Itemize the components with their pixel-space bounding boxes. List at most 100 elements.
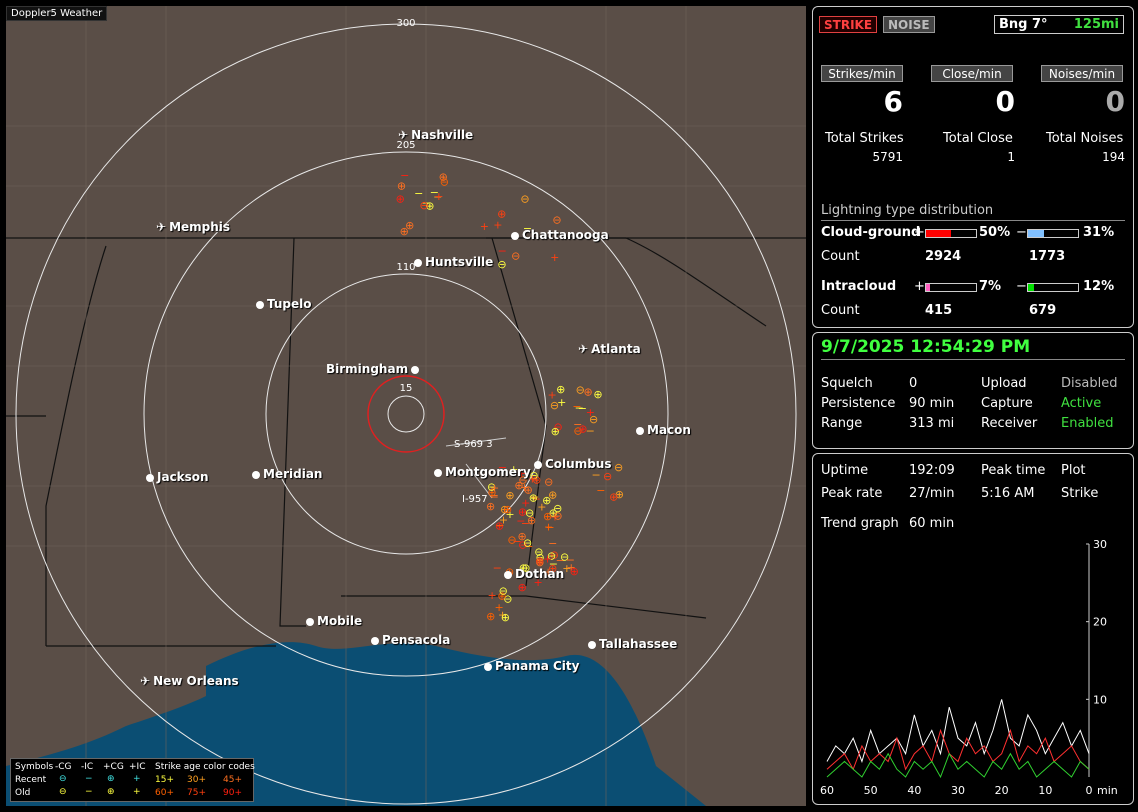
strike-marker: −	[414, 187, 423, 200]
trend-series-line	[826, 699, 1090, 764]
strike-marker: ⊖	[511, 250, 520, 263]
ic-pos-sign: +	[914, 279, 925, 294]
upload-label: Upload	[981, 376, 1027, 391]
trend-chart: 30 20 10 60 50 40 30 20 10 0 min	[820, 538, 1118, 797]
pos-ic-recent-icon: +	[133, 774, 141, 784]
close-min-value: 0	[995, 85, 1015, 118]
city-label: Birmingham	[326, 362, 409, 376]
pos-ic-old-icon: +	[133, 787, 141, 797]
strike-marker: −	[400, 169, 409, 182]
city-label: Meridian	[263, 467, 323, 481]
strike-marker: −	[532, 492, 541, 505]
cg-pos-count: 2924	[925, 249, 962, 264]
city-dot-icon	[306, 618, 314, 626]
strike-marker: −	[498, 461, 507, 474]
strike-marker: ⊕	[514, 479, 523, 492]
strike-marker: ⊕	[518, 505, 527, 518]
strike-marker: ⊖	[544, 475, 553, 488]
noises-min-button[interactable]: Noises/min	[1041, 65, 1123, 82]
cg-pos-sign: +	[914, 225, 925, 240]
city-label: Tupelo	[267, 297, 312, 311]
strike-marker: ⊖	[560, 551, 569, 564]
trend-lines	[826, 699, 1090, 779]
trend-series-line	[826, 752, 1090, 779]
neg-cg-old-icon: ⊖	[59, 787, 67, 797]
strike-marker: −	[495, 519, 504, 532]
city-dot-icon	[411, 366, 420, 374]
strike-marker: +	[550, 251, 559, 264]
close-min-button[interactable]: Close/min	[931, 65, 1013, 82]
cg-pos-bar	[925, 229, 977, 238]
station-label-i957: I-957	[462, 494, 488, 505]
strike-marker: +	[495, 601, 504, 614]
strike-marker: +	[537, 500, 546, 513]
strike-marker: +	[517, 467, 526, 480]
strike-marker: +	[586, 406, 595, 419]
plot-value[interactable]: Strike	[1061, 486, 1099, 501]
strike-marker: +	[533, 576, 542, 589]
gulf-of-mexico	[206, 642, 706, 806]
total-strikes-value: 5791	[872, 150, 903, 164]
city-dot-icon	[256, 301, 264, 309]
airport-icon: ✈	[140, 674, 151, 688]
settings-panel: 9/7/2025 12:54:29 PM Squelch 0 Upload Di…	[812, 332, 1134, 449]
airport-icon: ✈	[156, 220, 167, 234]
strike-marker: ⊖	[420, 199, 429, 212]
strike-marker: +	[544, 520, 553, 533]
airport-icon: ✈	[398, 128, 409, 142]
strike-marker: ⊕	[527, 514, 536, 527]
map-graphics: 300 205 110 15 S-969 3 I-957 ⊕− −⊕⊖−⊕ ⊖⊕−−…	[6, 6, 806, 806]
city-atlanta: ✈ Atlanta	[578, 342, 641, 356]
strike-marker: +	[493, 219, 502, 232]
app-title: Doppler5 Weather	[6, 6, 108, 21]
trend-x-unit: min	[1097, 784, 1118, 797]
strike-marker: ⊖	[550, 549, 559, 562]
ring-label-110: 110	[396, 262, 415, 273]
strike-button[interactable]: STRIKE	[819, 16, 878, 33]
trend-series-line	[826, 728, 1090, 771]
strike-marker: ⊕	[487, 486, 496, 499]
city-columbus: Columbus	[534, 457, 612, 471]
receiver-value: Enabled	[1061, 416, 1114, 431]
strike-marker: ⊖	[550, 399, 559, 412]
strike-marker: ⊕	[593, 388, 602, 401]
strike-marker: +	[490, 482, 499, 495]
station-label-s969: S-969 3	[454, 439, 493, 450]
strike-marker: ⊖	[523, 536, 532, 549]
age-45: 45+	[223, 775, 242, 785]
strike-marker: ⊖	[507, 534, 516, 547]
city-jackson: Jackson	[146, 470, 209, 484]
legend-header-pos-ic: +IC	[129, 762, 146, 772]
pos-cg-old-icon: ⊕	[107, 787, 115, 797]
legend-header-neg-ic: -IC	[81, 762, 94, 772]
strike-marker: ⊕	[503, 503, 512, 516]
city-birmingham: Birmingham	[326, 362, 420, 376]
cg-neg-count: 1773	[1029, 249, 1066, 264]
strike-marker: ⊖	[553, 510, 562, 523]
ring-label-15: 15	[400, 383, 413, 394]
symbol-legend: Symbols -CG -IC +CG +IC Strike age color…	[10, 758, 255, 802]
total-noises-label: Total Noises	[1046, 131, 1124, 146]
strike-marker: ⊖	[536, 551, 545, 564]
strikes-min-button[interactable]: Strikes/min	[821, 65, 903, 82]
lightning-map[interactable]: 300 205 110 15 S-969 3 I-957 ⊕ − − ⊕ ⊖ − ⊕ ⊖ ⊕ − −…	[6, 6, 806, 806]
strike-marker: ⊖	[499, 585, 508, 598]
strike-marker: +	[547, 389, 556, 402]
strike-marker: ⊕	[615, 488, 624, 501]
strike-marker: ⊕	[425, 200, 434, 213]
strike-marker: ⊕	[500, 503, 509, 516]
strike-marker: +	[543, 566, 552, 579]
squelch-value: 0	[909, 376, 918, 391]
ic-pos-pct: 7%	[979, 279, 1002, 294]
capture-value: Active	[1061, 396, 1102, 411]
strike-marker: −	[493, 562, 502, 575]
city-mobile: Mobile	[306, 614, 362, 628]
trend-x-tick-label: 40	[907, 784, 921, 797]
state-borders	[6, 237, 806, 647]
city-label: Tallahassee	[599, 637, 678, 651]
noise-button[interactable]: NOISE	[883, 16, 935, 33]
city-panama-city: Panama City	[484, 659, 579, 673]
neg-ic-old-icon: −	[85, 787, 93, 797]
city-pensacola: Pensacola	[371, 633, 450, 647]
strike-marker: −	[433, 191, 442, 204]
